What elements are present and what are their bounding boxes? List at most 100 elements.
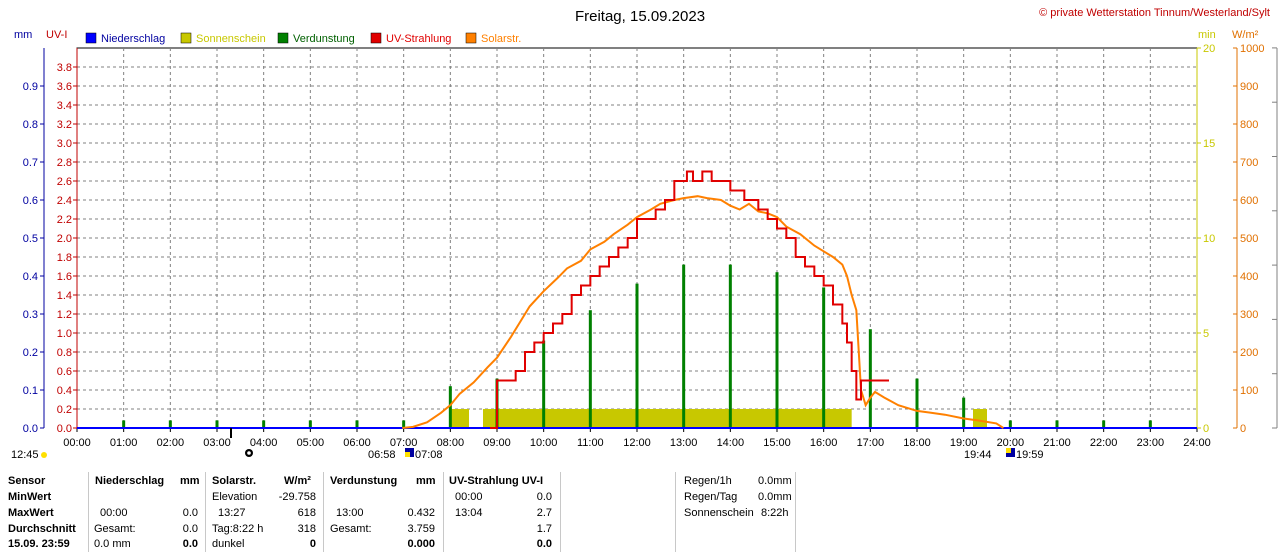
uv-tick-label: 1.6	[57, 271, 72, 283]
uv-tick-label: 3.8	[57, 62, 72, 74]
uv-tick-label: 2.0	[57, 233, 72, 245]
uv-tick-label: 2.4	[57, 195, 72, 207]
row-label-avg: Durchschnitt	[8, 523, 76, 535]
verdunstung-unit: mm	[416, 475, 436, 487]
x-tick-label: 19:00	[950, 437, 978, 449]
sunset-time-label: 19:44	[964, 449, 992, 461]
legend-label-sonnenschein: Sonnenschein	[196, 33, 266, 45]
uv-tick-label: 1.8	[57, 252, 72, 264]
evaporation-bar	[355, 420, 359, 428]
stats-table: Sensor MinWert MaxWert Durchschnitt 15.0…	[0, 472, 1280, 552]
x-tick-label: 13:00	[670, 437, 698, 449]
wm2-tick-label: 400	[1240, 271, 1258, 283]
uv-tick-label: 1.2	[57, 309, 72, 321]
niederschlag-last-val: 0.0 mm	[94, 538, 131, 550]
mm-tick-label: 0.2	[23, 347, 38, 359]
x-tick-label: 05:00	[297, 437, 325, 449]
legend-label-niederschlag: Niederschlag	[101, 33, 165, 45]
row-label-max: MaxWert	[8, 507, 54, 519]
x-tick-label: 03:00	[203, 437, 231, 449]
x-tick-label: 14:00	[717, 437, 745, 449]
solar-max-time: 13:27	[218, 507, 246, 519]
x-tick-label: 06:00	[343, 437, 371, 449]
min-tick-label: 0	[1203, 423, 1209, 435]
evaporation-bar	[1055, 420, 1059, 428]
sunset-time2-label: 19:59	[1016, 449, 1044, 461]
legend-swatch-solar	[465, 32, 477, 44]
x-tick-label: 04:00	[250, 437, 278, 449]
solar-avg-label: Tag:8:22 h	[212, 523, 264, 535]
min-tick-label: 15	[1203, 138, 1215, 150]
x-tick-label: 09:00	[483, 437, 511, 449]
uv-tick-label: 0.0	[57, 423, 72, 435]
left-time-label: 12:45	[11, 449, 39, 461]
mm-tick-label: 0.6	[23, 195, 38, 207]
uv-avg-val: 1.7	[536, 523, 552, 535]
evaporation-bar	[635, 283, 639, 428]
evaporation-bar	[168, 420, 172, 428]
wm2-tick-label: 800	[1240, 119, 1258, 131]
verdunstung-head: Verdunstung	[330, 475, 398, 487]
sunset-icon-sun	[1006, 448, 1011, 453]
evaporation-bar	[215, 420, 219, 428]
weather-chart: Freitag, 15.09.2023 © private Wetterstat…	[11, 7, 1278, 461]
x-tick-label: 17:00	[857, 437, 885, 449]
legend-swatch-uv	[370, 32, 382, 44]
uv-tick-label: 2.2	[57, 214, 72, 226]
uv-tick-label: 2.6	[57, 176, 72, 188]
sunrise-icon-sun	[405, 452, 410, 457]
niederschlag-max-time: 00:00	[100, 507, 128, 519]
niederschlag-unit: mm	[180, 475, 200, 487]
extra-label-regentag: Regen/Tag	[684, 491, 738, 503]
credit-text: © private Wetterstation Tinnum/Westerlan…	[1039, 7, 1270, 19]
mm-tick-label: 0.5	[23, 233, 38, 245]
legend-swatch-verdunstung	[277, 32, 289, 44]
moon-marker-inner	[247, 451, 251, 455]
min-tick-label: 5	[1203, 328, 1209, 340]
mm-tick-label: 0.4	[23, 271, 38, 283]
x-tick-label: 02:00	[157, 437, 185, 449]
solar-min-label: Elevation	[212, 491, 258, 503]
mm-tick-label: 0.9	[23, 81, 38, 93]
x-tick-label: 11:00	[577, 437, 604, 449]
uv-tick-label: 3.6	[57, 81, 72, 93]
niederschlag-avg-label: Gesamt:	[94, 523, 136, 535]
uv-tick-label: 2.8	[57, 157, 72, 169]
min-tick-label: 10	[1203, 233, 1215, 245]
uv-tick-label: 0.6	[57, 366, 72, 378]
axis-label-mm: mm	[14, 29, 32, 41]
extra-value-regen1h: 0.0mm	[758, 475, 792, 487]
evaporation-bar	[822, 287, 826, 428]
stats-divider	[795, 472, 796, 552]
stats-divider	[323, 472, 324, 552]
wm2-tick-label: 0	[1240, 423, 1246, 435]
wm2-tick-label: 100	[1240, 385, 1258, 397]
extra-value-regentag: 0.0mm	[758, 491, 792, 503]
evaporation-bar	[402, 420, 406, 428]
x-tick-label: 23:00	[1137, 437, 1165, 449]
wm2-tick-label: 300	[1240, 309, 1258, 321]
legend-label-solar: Solarstr.	[481, 33, 521, 45]
x-tick-label: 20:00	[997, 437, 1025, 449]
verdunstung-max-val: 0.432	[407, 507, 435, 519]
solar-last-label: dunkel	[212, 538, 245, 550]
uv-tick-label: 0.2	[57, 404, 72, 416]
axis-label-min: min	[1198, 29, 1216, 41]
x-tick-label: 08:00	[437, 437, 465, 449]
legend: Niederschlag Sonnenschein Verdunstung UV…	[85, 32, 521, 45]
evaporation-bar	[915, 378, 919, 428]
niederschlag-max-val: 0.0	[182, 507, 198, 519]
evaporation-bar	[308, 420, 312, 428]
chart-title: Freitag, 15.09.2023	[575, 8, 705, 25]
sunshine-block	[483, 409, 852, 428]
uv-tick-label: 1.4	[57, 290, 72, 302]
evaporation-bar	[262, 420, 266, 428]
legend-swatch-niederschlag	[85, 32, 97, 44]
mm-tick-label: 0.0	[23, 423, 38, 435]
extra-value-sonnenschein: 8:22h	[761, 507, 789, 519]
evaporation-bar	[682, 264, 686, 428]
row-label-sensor: Sensor	[8, 475, 46, 487]
evaporation-bar	[728, 264, 732, 428]
stats-divider	[675, 472, 676, 552]
evaporation-bar	[588, 310, 592, 428]
